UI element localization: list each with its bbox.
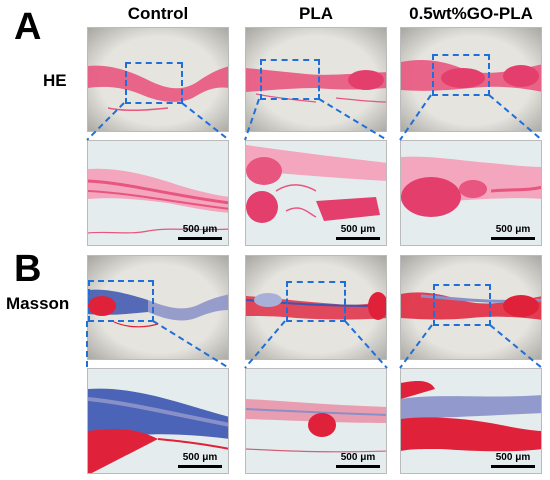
scale-bar-label: 500 μm	[340, 452, 376, 463]
scale-bar-label: 500 μm	[182, 224, 218, 235]
scale-bar: 500 μm	[336, 453, 380, 468]
masson-go-pla-overview-image	[400, 255, 542, 360]
row-label-masson: Masson	[6, 294, 70, 313]
he-control-zoom-image: 500 μm	[87, 140, 229, 246]
row-label-he: HE	[43, 71, 67, 90]
panel-letter-a: A	[14, 6, 42, 48]
scale-bar-label: 500 μm	[495, 452, 531, 463]
he-pla-zoom-box	[260, 59, 320, 100]
he-go-pla-overview-image	[400, 27, 542, 132]
masson-pla-overview-image	[245, 255, 387, 360]
column-header-control: Control	[127, 4, 189, 23]
column-header-go-pla: 0.5wt%GO-PLA	[409, 4, 533, 23]
scale-bar-label: 500 μm	[182, 452, 218, 463]
he-control-zoom-box	[125, 62, 183, 104]
scale-bar: 500 μm	[491, 225, 535, 240]
scale-bar: 500 μm	[178, 225, 222, 240]
masson-go-pla-zoom-image: 500 μm	[400, 368, 542, 474]
he-control-overview-image	[87, 27, 229, 132]
column-header-pla: PLA	[299, 4, 333, 23]
scale-bar-label: 500 μm	[495, 224, 531, 235]
he-go-pla-zoom-image: 500 μm	[400, 140, 542, 246]
he-pla-overview-image	[245, 27, 387, 132]
panel-letter-b: B	[14, 248, 42, 290]
scale-bar: 500 μm	[178, 453, 222, 468]
masson-pla-zoom-image: 500 μm	[245, 368, 387, 474]
masson-control-overview-image	[87, 255, 229, 360]
scale-bar: 500 μm	[336, 225, 380, 240]
scale-bar: 500 μm	[491, 453, 535, 468]
masson-control-zoom-image: 500 μm	[87, 368, 229, 474]
he-pla-zoom-image: 500 μm	[245, 140, 387, 246]
scale-bar-label: 500 μm	[340, 224, 376, 235]
masson-control-zoom-box	[88, 280, 154, 322]
masson-pla-zoom-box	[286, 281, 346, 322]
he-go-pla-zoom-box	[432, 54, 490, 96]
masson-go-pla-zoom-box	[433, 284, 491, 326]
